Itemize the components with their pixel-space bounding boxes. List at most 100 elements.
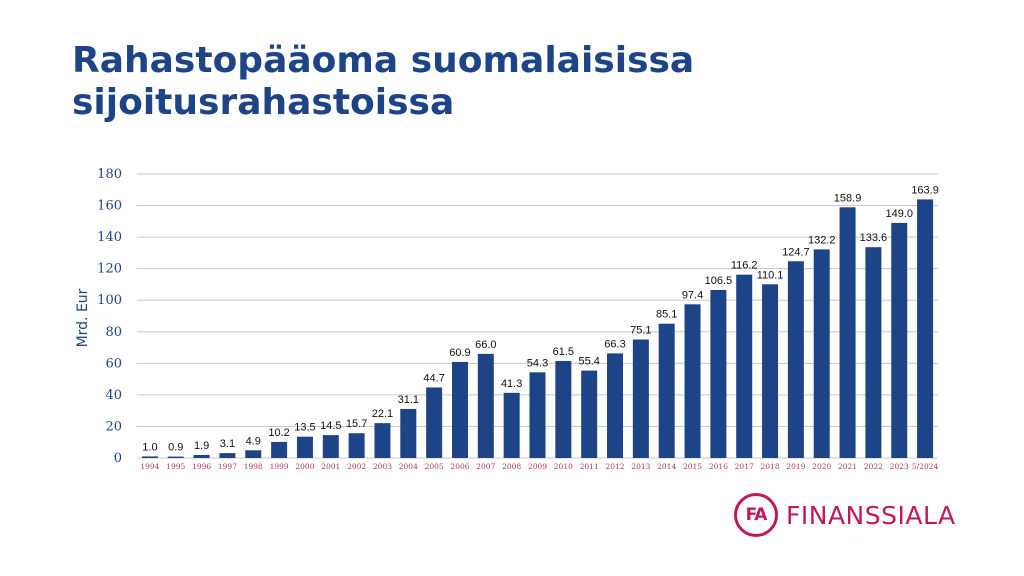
x-tick-label: 2023 — [890, 462, 909, 471]
bar — [451, 361, 468, 458]
x-tick-label: 2011 — [580, 462, 599, 471]
data-label: 133.6 — [860, 232, 888, 244]
x-axis-ticks: 1994 1995 1996 1997 1998 1999 2000 2001 2002 2003… — [140, 462, 938, 471]
logo-text: FINANSSIALA — [786, 500, 956, 530]
x-tick-label: 2017 — [735, 462, 754, 471]
data-label: 158.9 — [834, 192, 862, 204]
bar — [787, 261, 804, 458]
x-tick-label: 2019 — [786, 462, 805, 471]
data-label: 44.7 — [423, 372, 444, 384]
x-tick-label: 2008 — [502, 462, 521, 471]
x-tick-label: 2005 — [425, 462, 444, 471]
y-axis-ticks: 0 20 40 60 80 100 120 140 160 180 — [97, 167, 122, 466]
bar — [529, 372, 546, 458]
data-label: 116.2 — [731, 260, 758, 272]
bar — [245, 450, 262, 458]
bar — [503, 392, 520, 458]
bar — [607, 353, 624, 458]
chart-title: Rahastopääoma suomalaisissa sijoitusraha… — [72, 40, 695, 123]
data-label: 10.2 — [268, 427, 289, 439]
y-tick-label: 160 — [97, 199, 122, 214]
bar — [813, 249, 830, 458]
bar — [141, 456, 158, 458]
x-tick-label: 2004 — [399, 462, 418, 471]
y-tick-label: 20 — [105, 419, 122, 434]
bar — [374, 423, 391, 458]
x-tick-label: 2022 — [864, 462, 883, 471]
data-label: 110.1 — [757, 269, 784, 281]
data-label: 3.1 — [220, 438, 235, 450]
y-tick-label: 80 — [105, 325, 122, 340]
x-tick-label: 2016 — [709, 462, 728, 471]
x-tick-label: 1997 — [218, 462, 237, 471]
data-label: 14.5 — [320, 420, 341, 432]
bars — [141, 199, 934, 458]
data-label: 1.9 — [194, 440, 209, 452]
x-tick-label: 5/2024 — [912, 462, 939, 471]
data-label: 66.0 — [475, 339, 496, 351]
data-label: 41.3 — [501, 378, 522, 390]
bar — [477, 353, 494, 458]
x-tick-label: 2013 — [631, 462, 650, 471]
data-label: 61.5 — [553, 346, 574, 358]
data-label: 132.2 — [808, 234, 836, 246]
bar — [555, 360, 572, 458]
data-label: 97.4 — [682, 289, 703, 301]
bar — [400, 408, 417, 458]
bar — [839, 207, 856, 458]
bar — [296, 436, 313, 458]
data-label: 31.1 — [398, 394, 419, 406]
x-tick-label: 2006 — [450, 462, 469, 471]
bar — [658, 323, 675, 458]
bar — [632, 339, 649, 458]
x-tick-label: 2014 — [657, 462, 676, 471]
data-label: 85.1 — [656, 309, 677, 321]
fa-logo-icon: FA — [734, 493, 778, 537]
data-label: 55.4 — [578, 356, 599, 368]
bar — [710, 289, 727, 458]
data-label: 60.9 — [449, 347, 470, 359]
bar — [917, 199, 934, 458]
data-label: 15.7 — [346, 418, 367, 430]
y-tick-label: 100 — [97, 293, 122, 308]
data-label: 163.9 — [911, 184, 939, 196]
bar — [167, 456, 184, 458]
y-tick-label: 140 — [97, 230, 122, 245]
bar — [581, 370, 598, 458]
data-label: 22.1 — [372, 408, 393, 420]
y-tick-label: 60 — [105, 356, 122, 371]
x-tick-label: 1999 — [270, 462, 289, 471]
bar — [193, 455, 210, 458]
y-tick-label: 0 — [114, 451, 122, 466]
data-labels: 1.0 0.9 1.9 3.1 4.9 10.2 13.5 14.5 15.7 22.1 31.1 4… — [142, 184, 939, 453]
bar — [762, 284, 779, 458]
x-tick-label: 2001 — [321, 462, 340, 471]
x-tick-label: 2020 — [812, 462, 831, 471]
bar — [891, 222, 908, 458]
data-label: 0.9 — [168, 442, 183, 454]
y-axis-label: Mrd. Eur — [75, 288, 91, 347]
y-tick-label: 120 — [97, 262, 122, 277]
data-label: 4.9 — [246, 435, 261, 447]
bar — [271, 441, 288, 458]
y-tick-label: 180 — [97, 167, 122, 182]
bar — [865, 247, 882, 458]
x-tick-label: 1994 — [140, 462, 159, 471]
data-label: 75.1 — [630, 325, 651, 337]
data-label: 124.7 — [782, 246, 810, 258]
x-tick-label: 2015 — [683, 462, 702, 471]
data-label: 149.0 — [885, 208, 913, 220]
bar — [684, 304, 701, 458]
x-tick-label: 2003 — [373, 462, 392, 471]
bar — [426, 387, 443, 458]
x-tick-label: 2021 — [838, 462, 857, 471]
x-tick-label: 2010 — [554, 462, 573, 471]
finanssiala-logo: FA FINANSSIALA — [734, 490, 956, 540]
x-tick-label: 2007 — [476, 462, 495, 471]
data-label: 106.5 — [705, 275, 733, 287]
x-tick-label: 2000 — [295, 462, 314, 471]
x-tick-label: 1996 — [192, 462, 211, 471]
x-tick-label: 2012 — [605, 462, 624, 471]
bar — [322, 435, 339, 458]
